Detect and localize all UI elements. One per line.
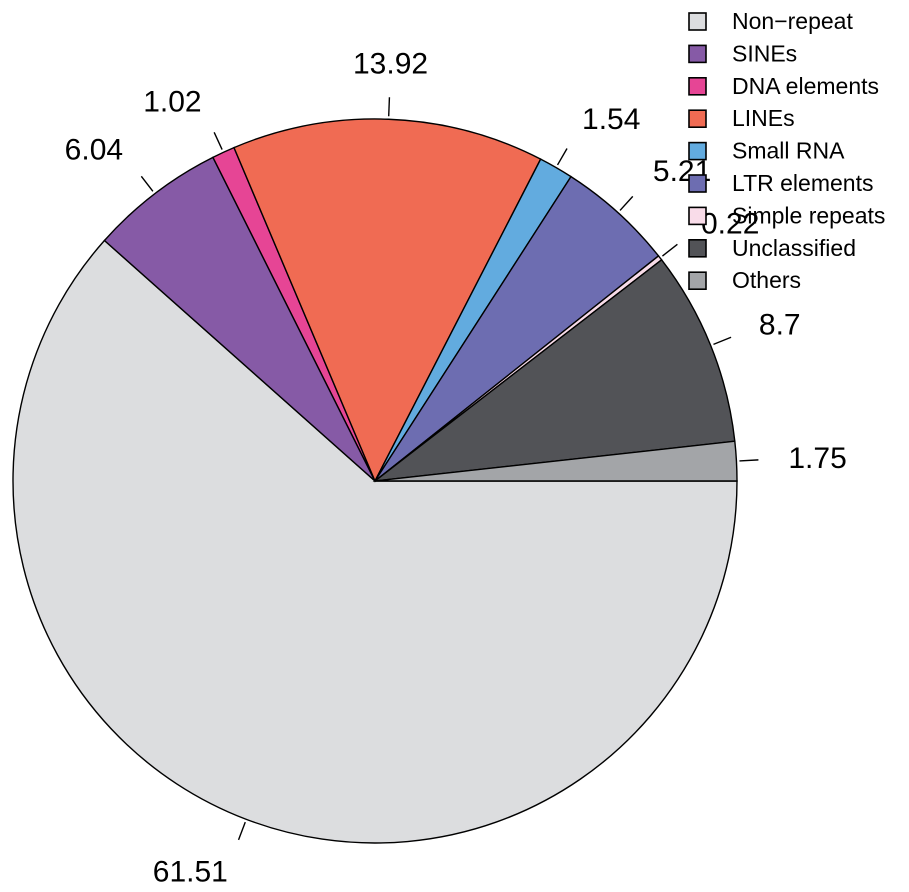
legend-label-simple-repeats: Simple repeats xyxy=(732,202,885,228)
pie-value-label-others: 1.75 xyxy=(788,442,846,475)
pie-tick-lines xyxy=(388,97,391,117)
legend-item-unclassified: Unclassified xyxy=(688,235,856,261)
legend-label-sines: SINEs xyxy=(732,40,797,66)
legend-swatch-others xyxy=(688,271,707,291)
legend-label-non-repeat: Non−repeat xyxy=(732,8,853,34)
legend-swatch-small-rna xyxy=(688,141,707,161)
pie-tick-sines xyxy=(140,175,154,192)
legend-swatch-unclassified xyxy=(688,239,707,258)
pie-tick-small-rna xyxy=(556,148,568,166)
legend-swatch-ltr-elements xyxy=(688,174,707,193)
legend-label-dna-elements: DNA elements xyxy=(732,73,879,99)
pie-value-label-non-repeat: 61.51 xyxy=(153,856,228,889)
legend-item-simple-repeats: Simple repeats xyxy=(688,202,885,228)
legend-swatch-lines xyxy=(688,109,707,128)
pie-tick-ltr-elements xyxy=(619,195,634,211)
pie-slice-lines xyxy=(233,118,542,483)
pie-tick-non-repeat xyxy=(237,821,246,841)
legend-item-sines: SINEs xyxy=(688,40,797,66)
pie-value-label-simple-repeats: 0.22 xyxy=(701,207,759,240)
legend-item-small-rna: Small RNA xyxy=(688,138,845,164)
legend-label-small-rna: Small RNA xyxy=(732,138,845,164)
legend-item-dna-elements: DNA elements xyxy=(688,73,879,99)
pie-value-label-dna-elements: 1.02 xyxy=(143,85,201,118)
pie-slice-unclassified xyxy=(372,258,736,482)
pie-tick-dna-elements xyxy=(213,132,223,150)
pie-slice-others xyxy=(374,440,738,482)
legend-swatch-non-repeat xyxy=(688,12,707,31)
legend-label-lines: LINEs xyxy=(732,105,795,131)
pie-value-label-sines: 6.04 xyxy=(65,133,123,166)
pie-slice-sines xyxy=(103,156,376,482)
legend-item-lines: LINEs xyxy=(688,105,795,131)
legend-label-unclassified: Unclassified xyxy=(732,235,856,261)
pie-slice-non-repeat xyxy=(12,239,738,844)
pie-slices xyxy=(12,118,738,844)
pie-value-label-lines: 13.92 xyxy=(353,47,428,80)
legend-swatch-dna-elements xyxy=(688,77,707,96)
legend-swatch-simple-repeats xyxy=(688,206,707,226)
legend-item-non-repeat: Non−repeat xyxy=(688,8,853,34)
pie-tick-simple-repeats xyxy=(661,243,678,257)
legend: Non−repeat SINEs DNA elements LINEs Small RN… xyxy=(688,8,885,293)
legend-item-ltr-elements: LTR elements xyxy=(688,170,873,196)
legend-label-ltr-elements: LTR elements xyxy=(732,170,873,196)
pie-tick-unclassified xyxy=(713,336,732,346)
pie-tick-others xyxy=(739,459,759,462)
legend-item-others: Others xyxy=(688,267,801,293)
pie-label-ticks xyxy=(140,97,759,841)
legend-swatch-sines xyxy=(688,44,707,64)
pie-value-label-unclassified: 8.7 xyxy=(759,309,801,342)
pie-value-label-small-rna: 1.54 xyxy=(582,103,640,136)
legend-label-others: Others xyxy=(732,267,801,293)
